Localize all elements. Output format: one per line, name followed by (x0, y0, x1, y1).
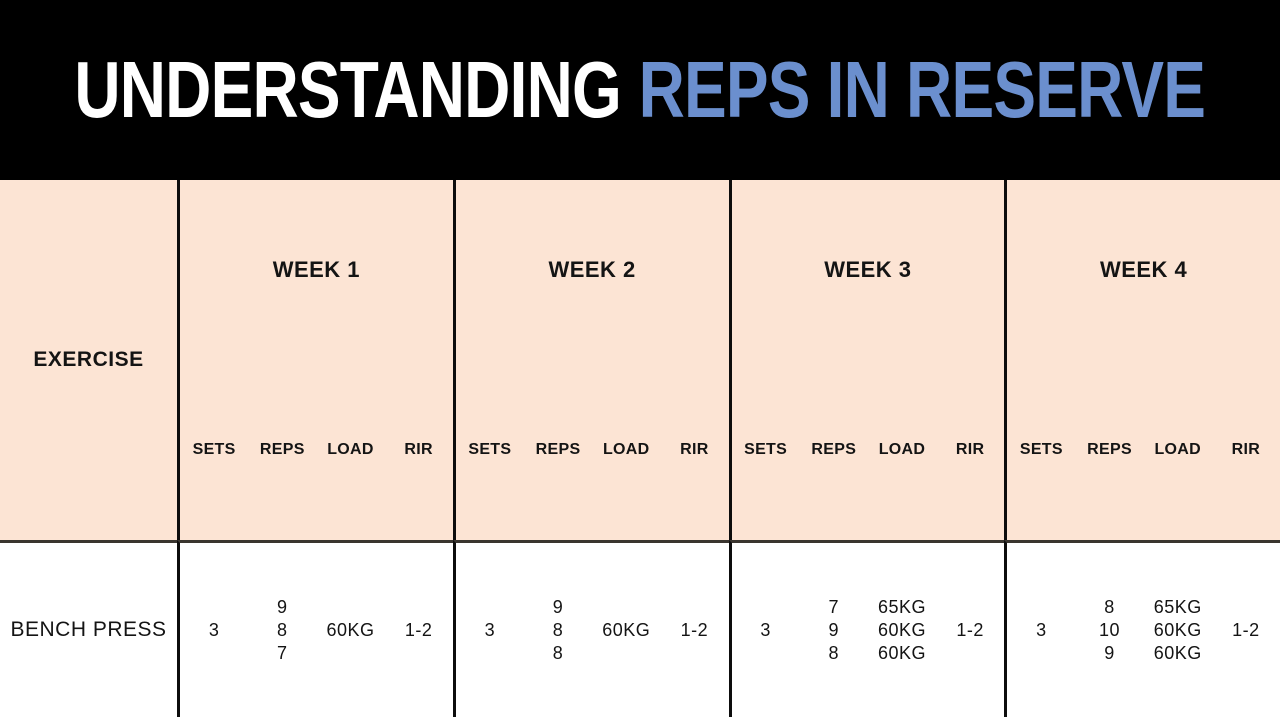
week-1-reps-value: 9 8 7 (277, 596, 288, 663)
week-1-load-value: 60KG (326, 619, 375, 640)
week-3-load-value: 65KG 60KG 60KG (877, 596, 926, 663)
week-4-data-cell: 3 8 10 9 65KG 60KG 60KG 1-2 (1004, 540, 1280, 717)
week-4-reps-value: 8 10 9 (1099, 596, 1121, 663)
week-3-subheaders: SETS REPS LOAD RIR (732, 360, 1005, 540)
week-4-load-value: 65KG 60KG 60KG (1153, 596, 1202, 663)
program-table: EXERCISE WEEK 1 SETS REPS LOAD RIR WEEK … (0, 180, 1280, 720)
week-2-subheaders: SETS REPS LOAD RIR (456, 360, 729, 540)
week-3-header-cell: WEEK 3 SETS REPS LOAD RIR (728, 180, 1005, 540)
week-2-header-cell: WEEK 2 SETS REPS LOAD RIR (452, 180, 729, 540)
week-2-reps-header: REPS (535, 441, 581, 458)
week-2-sets-value: 3 (484, 619, 496, 640)
week-2-load-header: LOAD (602, 441, 650, 458)
exercise-row-label: BENCH PRESS (0, 540, 177, 717)
week-3-reps-value: 7 9 8 (828, 596, 840, 663)
week-4-header-cell: WEEK 4 SETS REPS LOAD RIR (1004, 180, 1280, 540)
week-4-load-header: LOAD (1154, 441, 1201, 458)
week-4-rir-header: RIR (1231, 441, 1261, 458)
week-1-data-cell: 3 9 8 7 60KG 1-2 (177, 540, 453, 717)
week-1-rir-value: 1-2 (404, 619, 433, 640)
week-1-label: WEEK 1 (272, 257, 361, 282)
week-3-rir-value: 1-2 (956, 619, 984, 640)
week-1-reps-header: REPS (259, 441, 305, 458)
page-title: UNDERSTANDING REPS IN RESERVE (74, 44, 1207, 136)
week-2-sets-header: SETS (468, 441, 512, 458)
week-4-label: WEEK 4 (1099, 257, 1188, 282)
week-2-rir-value: 1-2 (680, 619, 709, 640)
exercise-column-header: EXERCISE (0, 180, 177, 540)
week-3-sets-value: 3 (760, 619, 771, 640)
title-banner: UNDERSTANDING REPS IN RESERVE (0, 0, 1280, 180)
week-2-data-cell: 3 9 8 8 60KG 1-2 (452, 540, 729, 717)
week-2-reps-value: 9 8 8 (552, 596, 564, 663)
week-1-load-header: LOAD (327, 441, 374, 458)
week-3-label: WEEK 3 (824, 257, 912, 282)
week-4-subheaders: SETS REPS LOAD RIR (1007, 360, 1280, 540)
week-4-reps-header: REPS (1087, 441, 1132, 458)
week-1-rir-header: RIR (404, 441, 433, 458)
week-1-header-cell: WEEK 1 SETS REPS LOAD RIR (177, 180, 453, 540)
week-3-data-cell: 3 7 9 8 65KG 60KG 60KG 1-2 (728, 540, 1005, 717)
title-part-reps-in-reserve: REPS IN RESERVE (638, 45, 1206, 134)
week-1-subheaders: SETS REPS LOAD RIR (180, 360, 453, 540)
week-3-sets-header: SETS (744, 441, 788, 458)
week-1-sets-value: 3 (208, 619, 220, 640)
week-2-load-value: 60KG (602, 619, 651, 640)
week-4-rir-value: 1-2 (1232, 619, 1260, 640)
week-4-sets-header: SETS (1019, 441, 1063, 458)
week-2-rir-header: RIR (680, 441, 709, 458)
week-3-reps-header: REPS (811, 441, 857, 458)
week-3-rir-header: RIR (955, 441, 985, 458)
week-2-label: WEEK 2 (548, 257, 636, 282)
week-3-load-header: LOAD (878, 441, 926, 458)
week-4-sets-value: 3 (1036, 619, 1047, 640)
title-part-understanding: UNDERSTANDING (74, 45, 622, 134)
week-1-sets-header: SETS (192, 441, 236, 458)
